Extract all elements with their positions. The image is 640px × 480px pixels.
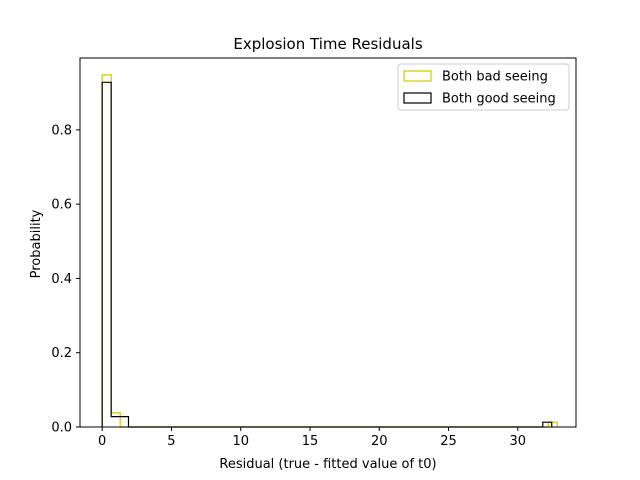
x-tick-label: 10: [232, 434, 249, 449]
x-tick-label: 0: [98, 434, 106, 449]
legend-swatch: [403, 92, 432, 104]
x-tick-label: 15: [302, 434, 319, 449]
axes-layer: [79, 57, 577, 428]
series-2: [101, 81, 553, 428]
x-tick-label: 20: [371, 434, 388, 449]
chart-title: Explosion Time Residuals: [233, 35, 422, 53]
legend: Both bad seeing Both good seeing: [397, 63, 570, 111]
x-axis-title: Residual (true - fitted value of t0): [219, 457, 436, 472]
y-tick-label: 0.8: [51, 123, 72, 138]
plot-frame: [79, 57, 577, 428]
histogram-step-outline: [101, 74, 558, 428]
legend-swatch: [403, 70, 432, 82]
y-tick-label: 0.0: [51, 421, 72, 436]
series-layer: [101, 74, 558, 428]
y-tick-label: 0.4: [51, 272, 72, 287]
ticks-layer: 0 5 10 15 20 25 30 0.0 0.2 0.4 0.6 0.8: [51, 123, 526, 449]
histogram-step-outline: [101, 81, 553, 428]
legend-box: [397, 63, 570, 111]
y-axis-title: Probability: [29, 209, 44, 278]
y-tick-label: 0.2: [51, 346, 72, 361]
legend-label: Both bad seeing: [442, 70, 548, 85]
x-tick-label: 5: [167, 434, 175, 449]
legend-label: Both good seeing: [442, 92, 556, 107]
y-tick-label: 0.6: [51, 198, 72, 213]
x-tick-label: 30: [510, 434, 527, 449]
x-tick-label: 25: [440, 434, 457, 449]
series-1: [101, 74, 558, 428]
